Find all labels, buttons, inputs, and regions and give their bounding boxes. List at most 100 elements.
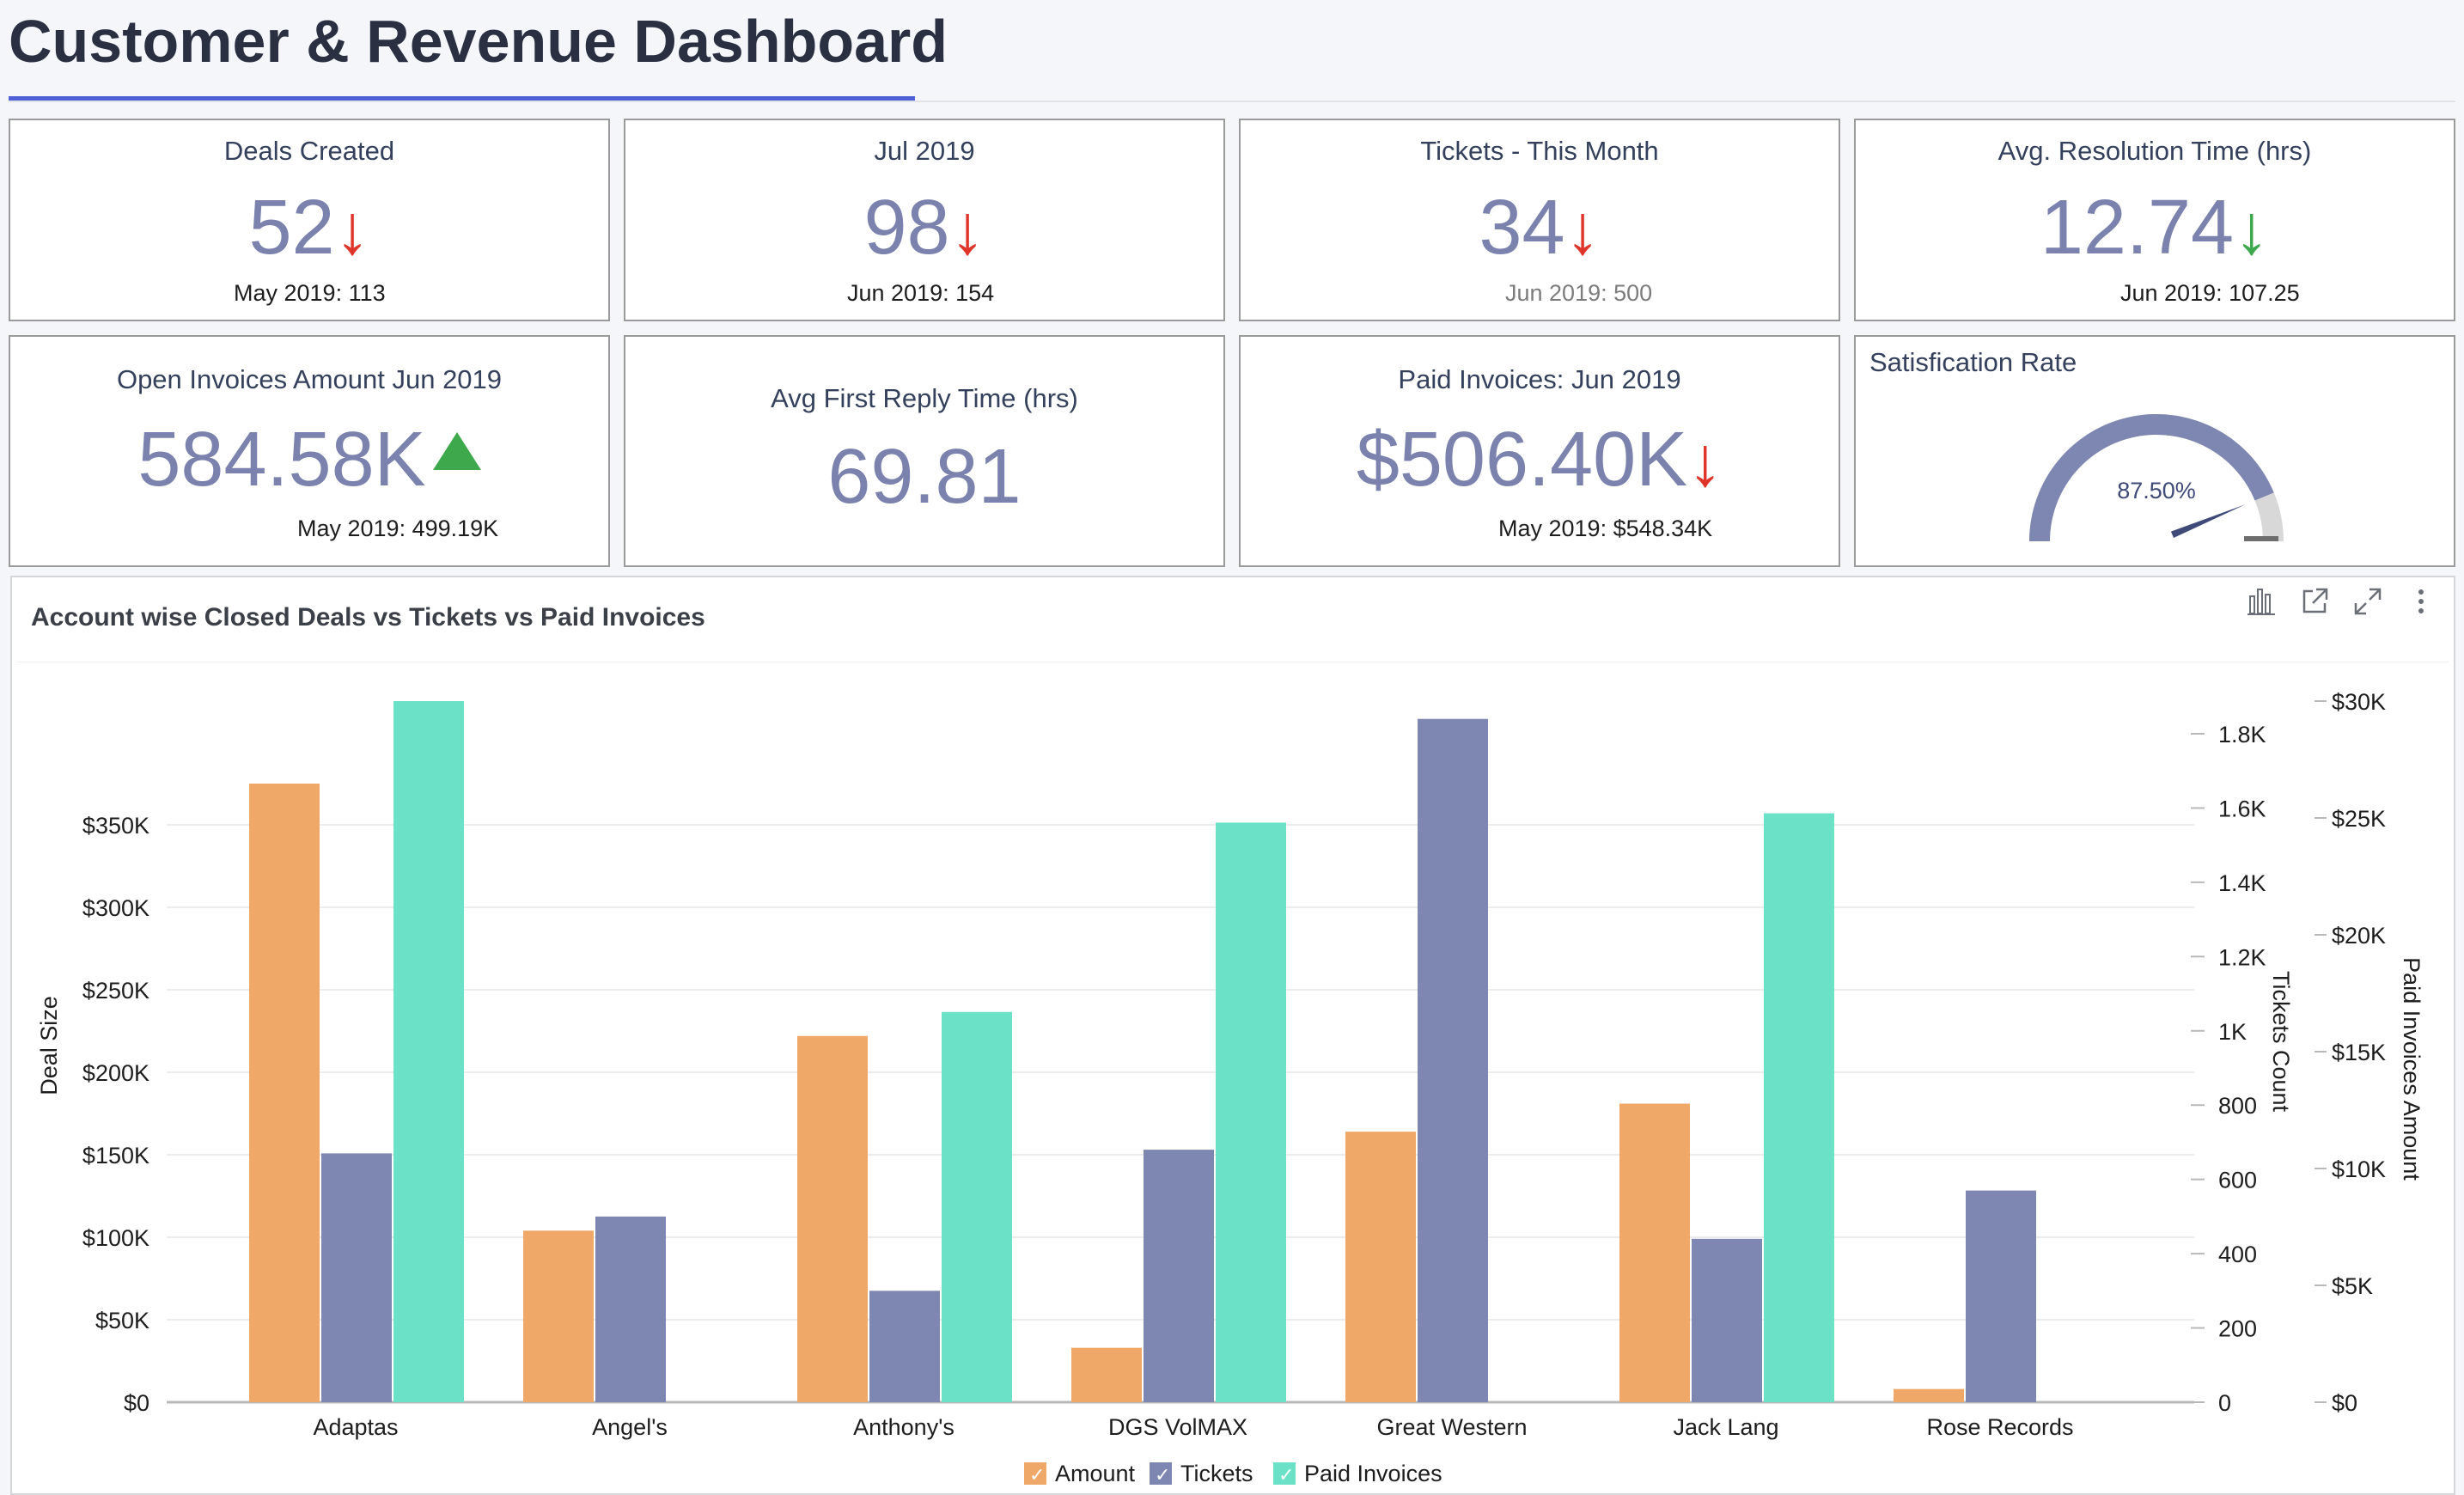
y-tick-label: $50K [95, 1308, 149, 1333]
y-tick-label: $350K [82, 813, 149, 839]
expand-icon[interactable] [2352, 586, 2383, 617]
kpi-compare: May 2019: 113 [234, 280, 386, 306]
y2-tick-label: 0 [2218, 1390, 2231, 1416]
gauge-value: 87.50% [2117, 478, 2196, 503]
kpi-value: 98↓ [863, 185, 985, 271]
kpi-compare: Jun 2019: 500 [1505, 280, 1653, 306]
bar-tickets [869, 1291, 940, 1402]
y2-tick-label: 800 [2218, 1093, 2257, 1119]
bar-paid-invoices [942, 1011, 1012, 1402]
bar-paid-invoices [1216, 822, 1286, 1402]
kpi-value: 584.58K [10, 421, 608, 498]
bar-amount [1894, 1388, 1964, 1402]
arrow-down-icon: ↓ [949, 191, 985, 269]
arrow-down-icon: ↓ [2234, 191, 2270, 269]
arrow-down-icon: ↓ [1687, 423, 1723, 501]
gauge-needle [2170, 504, 2246, 539]
gauge-end-marker [2244, 536, 2278, 541]
kpi-value: 12.74↓ [2040, 185, 2270, 271]
legend-swatch [1024, 1462, 1046, 1485]
y3-tick-label: $15K [2332, 1040, 2386, 1065]
legend-label: Paid Invoices [1304, 1461, 1442, 1486]
satisfaction-gauge: 87.50% [2029, 414, 2284, 541]
kpi-jul-2019[interactable]: Jul 2019 98↓ Jun 2019: 154 [624, 119, 1225, 321]
kpi-value: $506.40K↓ [1356, 417, 1723, 503]
kpi-satisfaction-rate[interactable]: Satisfication Rate 87.50% [1854, 335, 2455, 567]
y-tick-label: $0 [124, 1390, 149, 1416]
x-tick-label: Jack Lang [1673, 1414, 1778, 1440]
y-tick-label: $200K [82, 1060, 149, 1086]
chart-toolbar [2246, 586, 2437, 617]
chart-type-icon[interactable] [2246, 586, 2277, 617]
kpi-compare: Jun 2019: 154 [847, 280, 995, 306]
x-tick-label: Angel's [592, 1414, 668, 1440]
open-external-icon[interactable] [2299, 586, 2330, 617]
y2-tick-label: 1.6K [2218, 796, 2266, 821]
y2-tick-label: 400 [2218, 1242, 2257, 1267]
y2-tick-label: 600 [2218, 1168, 2257, 1193]
chart-title: Account wise Closed Deals vs Tickets vs … [31, 603, 705, 632]
y3-tick-label: $25K [2332, 806, 2386, 832]
kpi-label: Deals Created [223, 136, 395, 166]
y3-axis-title: Paid Invoices Amount [2399, 957, 2424, 1181]
arrow-down-icon: ↓ [334, 191, 370, 269]
kpi-label: Avg First Reply Time (hrs) [771, 383, 1078, 413]
bar-tickets [1418, 718, 1488, 1402]
kpi-label: Paid Invoices: Jun 2019 [1398, 364, 1681, 394]
bar-paid-invoices [1764, 813, 1834, 1402]
bar-amount [249, 784, 320, 1402]
x-tick-label: Rose Records [1926, 1414, 2073, 1440]
kpi-compare: May 2019: 499.19K [297, 516, 499, 541]
page-title: Customer & Revenue Dashboard [9, 8, 948, 75]
kpi-avg-resolution-time[interactable]: Avg. Resolution Time (hrs) 12.74↓ Jun 20… [1854, 119, 2455, 321]
y-tick-label: $150K [82, 1143, 149, 1169]
kpi-label: Satisfication Rate [1869, 347, 2077, 377]
kpi-paid-invoices[interactable]: Paid Invoices: Jun 2019 $506.40K↓ May 20… [1239, 335, 1840, 567]
x-tick-label: DGS VolMAX [1108, 1414, 1247, 1440]
x-tick-label: Adaptas [313, 1414, 398, 1440]
bar-paid-invoices [393, 701, 464, 1402]
legend-swatch [1273, 1462, 1296, 1485]
triangle-up-icon [432, 432, 481, 470]
title-underline [9, 96, 915, 101]
bar-tickets [321, 1153, 392, 1402]
kpi-value: 69.81 [827, 434, 1022, 520]
kpi-label: Jul 2019 [874, 136, 975, 166]
y2-axis-title: Tickets Count [2268, 971, 2294, 1113]
bar-tickets [1966, 1190, 2036, 1402]
kpi-label: Tickets - This Month [1420, 136, 1659, 166]
legend-label: Amount [1055, 1461, 1136, 1486]
kpi-compare: May 2019: $548.34K [1498, 516, 1713, 541]
y2-tick-label: 1.8K [2218, 722, 2266, 748]
y3-tick-label: $30K [2332, 689, 2386, 715]
kpi-avg-first-reply[interactable]: Avg First Reply Time (hrs) 69.81 [624, 335, 1225, 567]
bar-amount [797, 1035, 868, 1402]
bar-amount [1619, 1103, 1690, 1402]
kpi-compare: Jun 2019: 107.25 [2120, 280, 2300, 306]
y-tick-label: $100K [82, 1225, 149, 1251]
more-options-icon[interactable] [2406, 586, 2437, 617]
bar-tickets [595, 1216, 666, 1402]
legend-check-icon: ✓ [1029, 1464, 1045, 1486]
kpi-value: 34↓ [1479, 185, 1601, 271]
arrow-down-icon: ↓ [1564, 191, 1601, 269]
y3-tick-label: $10K [2332, 1156, 2386, 1182]
kpi-label: Avg. Resolution Time (hrs) [1997, 136, 2312, 166]
y3-tick-label: $20K [2332, 923, 2386, 949]
y-tick-label: $300K [82, 895, 149, 921]
legend-swatch [1150, 1462, 1172, 1485]
bar-amount [1071, 1347, 1142, 1402]
legend-check-icon: ✓ [1278, 1464, 1294, 1486]
bar-amount [1345, 1132, 1416, 1402]
bar-chart: $0 $50K $100K $150K $200K $250K $300K $350K 0 200… [36, 689, 2424, 1486]
chart-card: Account wise Closed Deals vs Tickets vs … [10, 576, 2455, 1495]
y2-tick-label: 1.4K [2218, 870, 2266, 896]
title-rule [9, 101, 2455, 102]
y-axis-title: Deal Size [36, 996, 62, 1095]
y3-tick-label: $0 [2332, 1390, 2357, 1416]
x-tick-label: Great Western [1376, 1414, 1527, 1440]
kpi-tickets-this-month[interactable]: Tickets - This Month 34↓ Jun 2019: 500 [1239, 119, 1840, 321]
kpi-deals-created[interactable]: Deals Created 52↓ May 2019: 113 [9, 119, 610, 321]
legend-check-icon: ✓ [1155, 1464, 1170, 1486]
kpi-open-invoices[interactable]: Open Invoices Amount Jun 2019 584.58K Ma… [9, 335, 610, 567]
